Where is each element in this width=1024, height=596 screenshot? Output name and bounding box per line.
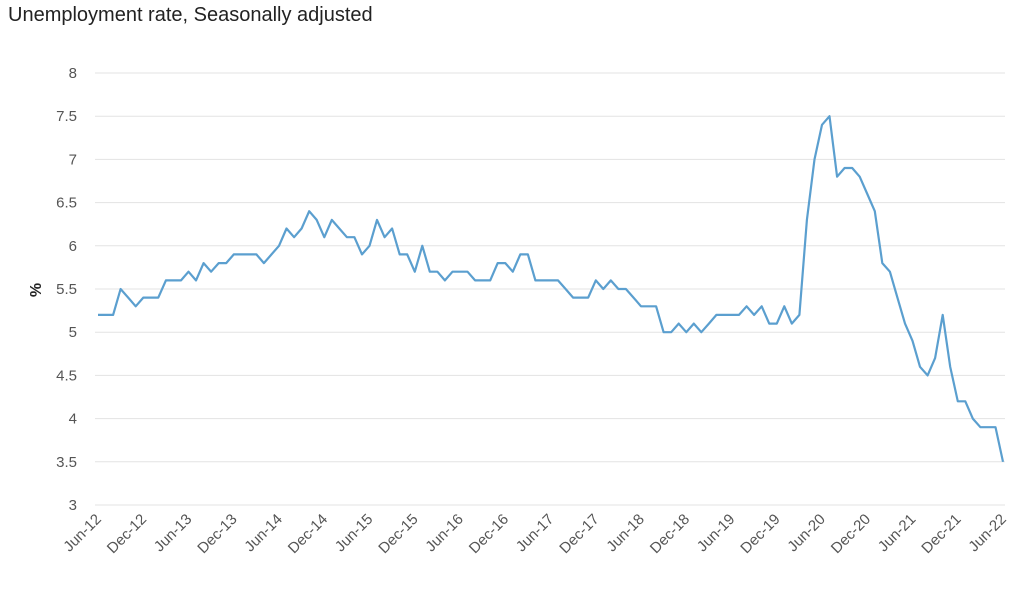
x-tick-label: Dec-16 (466, 511, 512, 557)
y-tick-label: 7 (69, 151, 77, 168)
y-tick-label: 3.5 (56, 454, 77, 471)
x-tick-label: Jun-22 (965, 511, 1009, 555)
x-tick-label: Dec-19 (737, 511, 783, 557)
y-tick-label: 4.5 (56, 367, 77, 384)
y-tick-label: 5.5 (56, 281, 77, 298)
x-tick-label: Jun-16 (422, 511, 466, 555)
x-tick-label: Jun-19 (694, 511, 738, 555)
y-tick-label: 3 (69, 497, 77, 514)
x-tick-label: Dec-21 (918, 511, 964, 557)
x-tick-label: Dec-12 (104, 511, 150, 557)
x-tick-label: Dec-14 (285, 511, 331, 557)
x-tick-label: Jun-20 (784, 511, 828, 555)
y-axis-label: % (28, 283, 45, 297)
series-line (98, 115, 1005, 463)
y-tick-label: 7.5 (56, 108, 77, 125)
x-tick-label: Jun-17 (513, 511, 557, 555)
y-tick-label: 8 (69, 65, 77, 82)
y-tick-label: 6.5 (56, 195, 77, 212)
x-tick-label: Jun-18 (603, 511, 647, 555)
x-tick-label: Jun-21 (875, 511, 919, 555)
y-tick-label: 4 (69, 411, 77, 428)
x-tick-label: Jun-13 (151, 511, 195, 555)
x-tick-label: Jun-14 (241, 511, 285, 555)
chart-title: Unemployment rate, Seasonally adjusted (8, 4, 373, 26)
x-tick-label: Dec-18 (647, 511, 693, 557)
x-tick-label: Jun-12 (60, 511, 104, 555)
y-tick-label: 5 (69, 324, 77, 341)
x-tick-label: Dec-17 (556, 511, 602, 557)
x-tick-label: Dec-15 (375, 511, 421, 557)
y-tick-label: 6 (69, 238, 77, 255)
x-tick-label: Dec-20 (828, 511, 874, 557)
x-tick-label: Jun-15 (332, 511, 376, 555)
x-tick-label: Dec-13 (194, 511, 240, 557)
